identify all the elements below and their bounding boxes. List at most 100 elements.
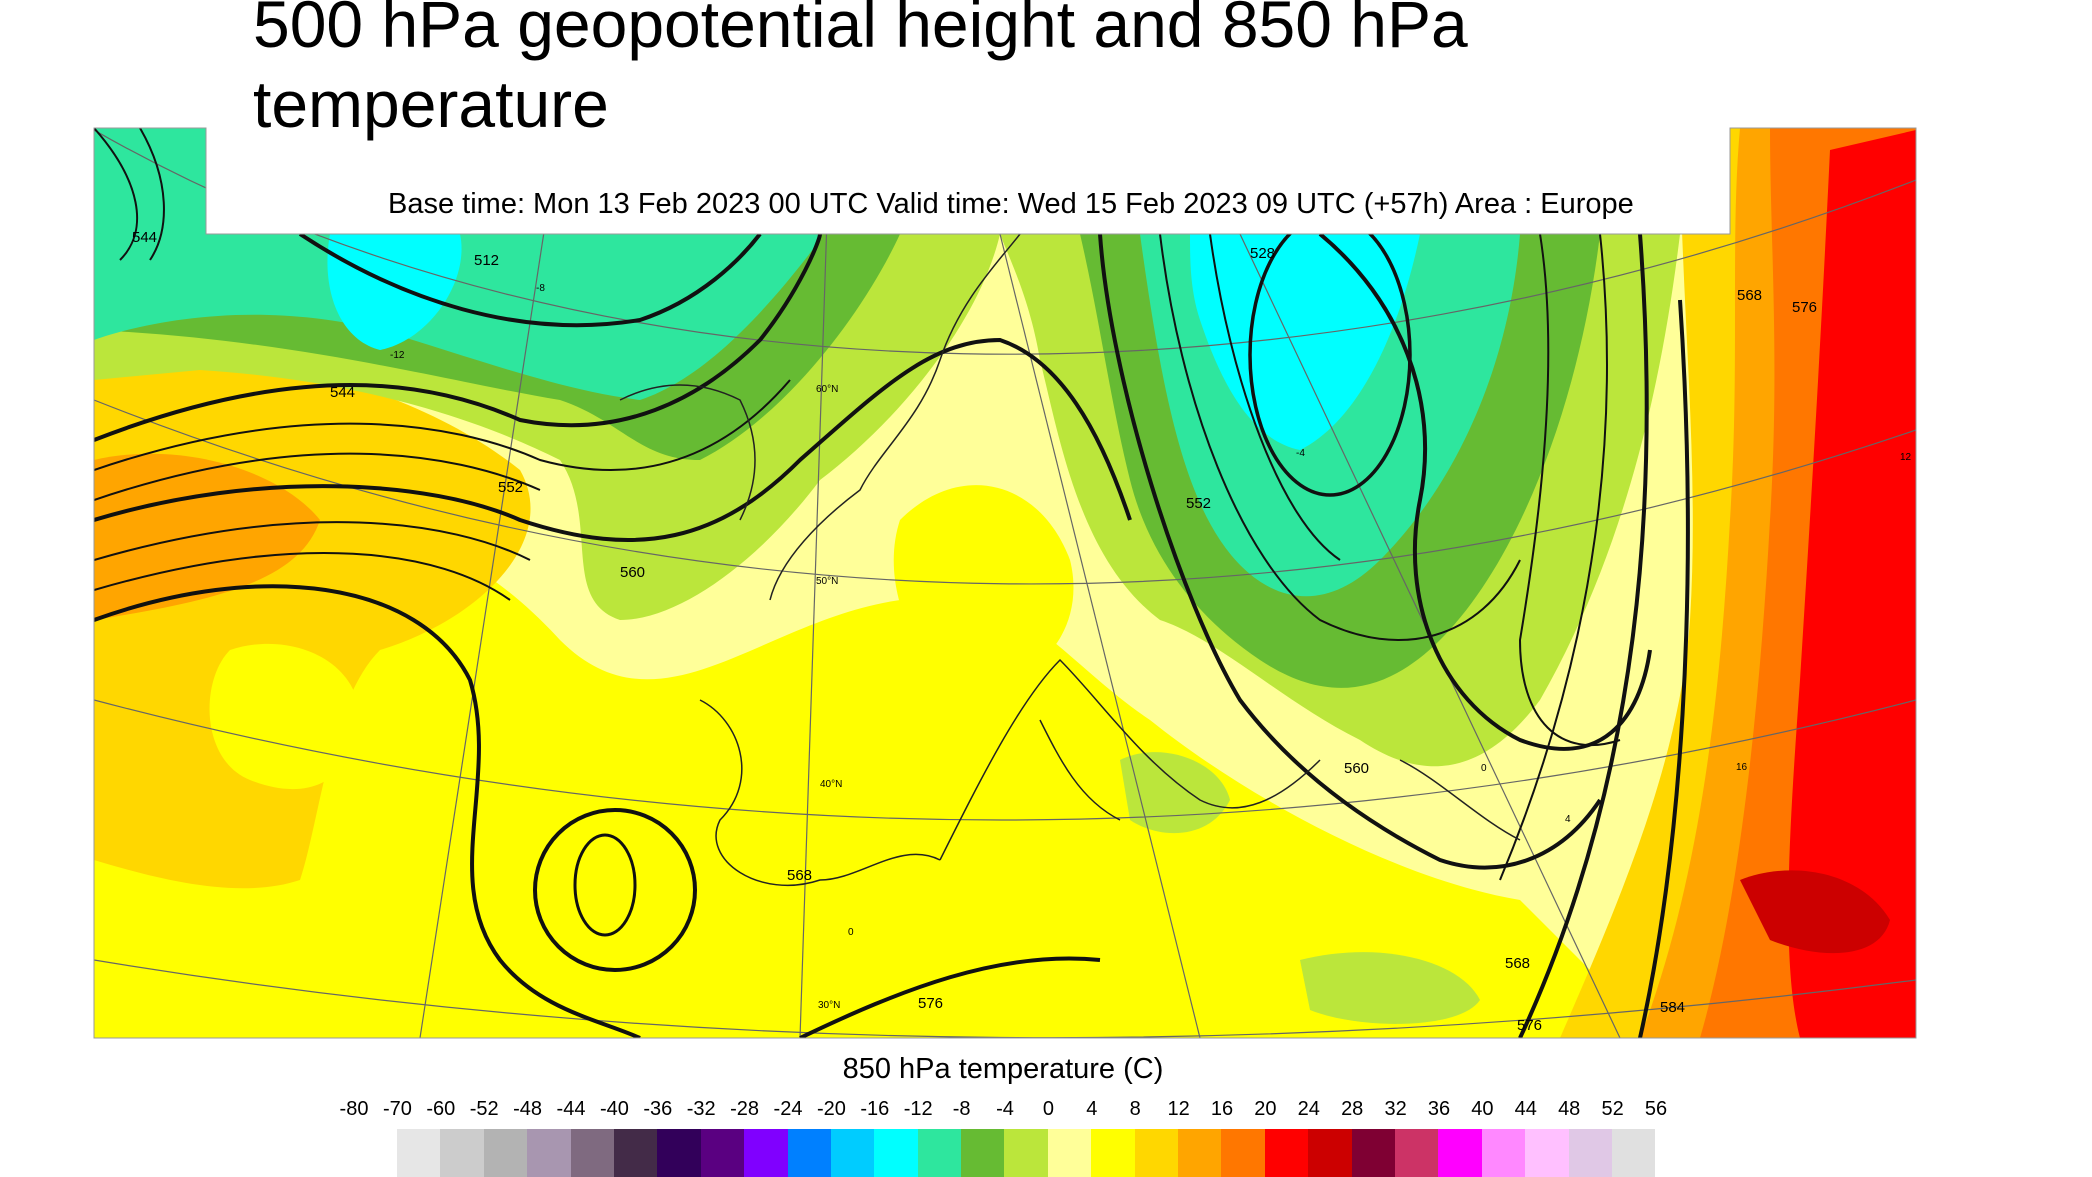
legend-swatch <box>1264 1129 1309 1177</box>
contour-568 <box>1318 232 1652 751</box>
graticule-label: 30°N <box>818 1000 840 1011</box>
legend-swatch <box>527 1129 571 1177</box>
contour-576 <box>1518 233 1649 1038</box>
legend-tick-labels: -80 -70 -60 -52 -48 -44 -40 -36 -32 -28 -24 -20 -16-… <box>0 1096 2092 1122</box>
contour-label: 576 <box>1792 299 1817 316</box>
graticule-label: 50°N <box>816 576 838 587</box>
legend-tick-label: -80 <box>339 1098 369 1120</box>
legend-tick-label: 20 <box>1254 1098 1277 1120</box>
legend-swatch <box>1178 1129 1222 1177</box>
legend-tick-label: 4 <box>1086 1098 1098 1120</box>
legend-swatch <box>1047 1129 1092 1177</box>
contour-label: 576 <box>918 995 943 1012</box>
temperature-field <box>94 128 1916 1038</box>
legend-tick-label: -52 <box>469 1098 499 1120</box>
legend-tick-label: -60 <box>426 1098 456 1120</box>
contour-512 <box>298 232 762 328</box>
contour-label: 584 <box>1660 999 1685 1016</box>
legend-swatch <box>874 1129 918 1177</box>
legend-tick-label: 36 <box>1427 1098 1451 1120</box>
legend-swatch <box>1221 1129 1265 1177</box>
temperature-label: 16 <box>1736 762 1748 773</box>
contour-label: 544 <box>330 384 355 401</box>
legend-tick-label: 52 <box>1601 1098 1624 1120</box>
legend-tick-label: 32 <box>1384 1098 1407 1120</box>
map-frame <box>93 127 1917 1039</box>
graticule-label: 40°N <box>820 779 842 790</box>
contour-label: 560 <box>1344 760 1369 777</box>
height-contours <box>94 128 1690 1038</box>
contour-label: 552 <box>1186 495 1211 512</box>
legend-swatch <box>961 1129 1005 1177</box>
legend-tick-label: 48 <box>1558 1098 1581 1120</box>
legend-swatch <box>1004 1129 1048 1177</box>
contour-552 <box>94 337 1132 542</box>
contour-label: 552 <box>498 479 523 496</box>
contour-label: 528 <box>1250 245 1275 262</box>
contour-label: 568 <box>1737 287 1762 304</box>
temperature-labels: -12 -8 -4 0 0 4 12 16 60°N 50°N 40°N 30°… <box>390 283 1912 1011</box>
legend-tick-label: 16 <box>1210 1098 1234 1120</box>
legend-tick-label: -28 <box>730 1098 760 1120</box>
legend-swatch <box>1438 1129 1482 1177</box>
legend-swatch <box>1611 1129 1656 1177</box>
chart-title: 500 hPa geopotential height and 850 hPa … <box>253 0 1468 141</box>
legend-swatch <box>1525 1129 1569 1177</box>
legend-swatch <box>1481 1129 1526 1177</box>
legend-swatch <box>917 1129 962 1177</box>
legend-tick-label: -70 <box>382 1098 412 1120</box>
contour-576-south <box>799 956 1101 1038</box>
legend-tick-label: -44 <box>556 1098 586 1120</box>
contour-label: 544 <box>132 229 157 246</box>
legend-tick-label: -48 <box>513 1098 543 1120</box>
legend-tick-label: -24 <box>773 1098 803 1120</box>
coastlines <box>619 233 1521 886</box>
contour-labels: 544 512 552 560 560 568 568 568 576 576 … <box>132 229 1817 1034</box>
contour-584 <box>1638 299 1690 1038</box>
contour-560-east <box>1098 233 1602 870</box>
contour-label: 512 <box>474 252 499 269</box>
temperature-label: 4 <box>1565 814 1571 825</box>
legend-swatch <box>1091 1129 1135 1177</box>
legend-tick-label: -12 <box>903 1098 933 1120</box>
legend-swatch <box>440 1129 484 1177</box>
contour-label: 560 <box>620 564 645 581</box>
contour-544 <box>94 233 822 442</box>
legend-swatch <box>1351 1129 1395 1177</box>
legend-swatch <box>787 1129 831 1177</box>
warm-zone <box>94 513 1700 1038</box>
temperature-label: 0 <box>848 927 854 938</box>
low-iberia <box>533 808 697 972</box>
legend-swatch <box>657 1129 701 1177</box>
legend-swatch <box>397 1129 441 1177</box>
color-legend-bar <box>397 1129 1656 1177</box>
legend-tick-label: 40 <box>1471 1098 1494 1120</box>
legend-swatch <box>830 1129 875 1177</box>
legend-tick-label: -16 <box>860 1098 890 1120</box>
temperature-label: -8 <box>536 283 545 294</box>
temperature-label: -12 <box>390 350 405 361</box>
legend-swatch <box>1568 1129 1612 1177</box>
graticule-label: 60°N <box>816 384 838 395</box>
temperature-label: -4 <box>1296 448 1305 459</box>
contour-label: 568 <box>787 867 812 884</box>
contour-label: 568 <box>1505 955 1530 972</box>
chart-subtitle: Base time: Mon 13 Feb 2023 00 UTC Valid … <box>388 188 1634 220</box>
legend-swatch <box>613 1129 658 1177</box>
legend-tick-label: -32 <box>686 1098 716 1120</box>
legend-swatch <box>1308 1129 1352 1177</box>
legend-tick-label: -8 <box>952 1098 971 1120</box>
legend-tick-label: -36 <box>643 1098 673 1120</box>
contour-560 <box>94 584 641 1038</box>
legend-tick-label: 12 <box>1167 1098 1190 1120</box>
legend-tick-label: -20 <box>816 1098 846 1120</box>
legend-swatch <box>1394 1129 1439 1177</box>
legend-tick-label: 44 <box>1514 1098 1537 1120</box>
legend-tick-label: 8 <box>1129 1098 1141 1120</box>
legend-swatch <box>700 1129 745 1177</box>
temperature-label: 0 <box>1481 763 1487 774</box>
legend-tick-label: 24 <box>1297 1098 1320 1120</box>
temperature-label: 12 <box>1900 452 1912 463</box>
legend-title: 850 hPa temperature (C) <box>842 1053 1164 1085</box>
